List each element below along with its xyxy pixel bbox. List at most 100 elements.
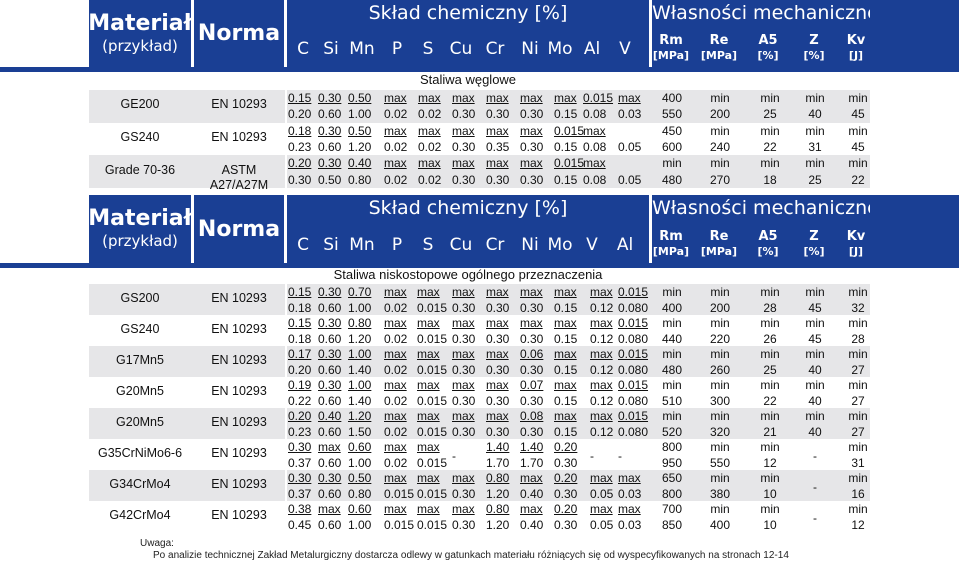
chem-value: 0.30 xyxy=(520,139,544,154)
mech-col-unit: [MPa] xyxy=(652,245,690,258)
mech-value: 800 xyxy=(661,440,683,454)
chem-value: 0.18 xyxy=(288,123,312,138)
chem-value: max xyxy=(486,378,509,392)
chem-value: max xyxy=(590,409,613,423)
mech-value: min xyxy=(760,347,780,361)
table1-norma-header: Norma xyxy=(194,0,284,67)
chem-value: max xyxy=(452,409,475,423)
mech-value: min xyxy=(662,378,682,392)
chem-value: max xyxy=(486,91,509,105)
chem-value: 0.30 xyxy=(452,107,476,122)
chem-value: 0.15 xyxy=(554,107,578,122)
chem-value: max xyxy=(384,409,407,423)
mech-value: 320 xyxy=(709,424,731,439)
chem-value: 0.23 xyxy=(288,424,312,439)
table2-row-shade xyxy=(89,470,285,501)
chem-value: max xyxy=(520,123,543,138)
mech-value: 28 xyxy=(851,331,865,346)
table1-row-shade xyxy=(287,155,870,188)
mech-value: 300 xyxy=(709,393,731,408)
mech-value: min xyxy=(662,347,682,361)
material-header-title: Materiał xyxy=(88,10,192,36)
mech-value: min xyxy=(805,409,825,423)
chem-value: 0.30 xyxy=(452,517,476,532)
chem-value: 0.015 xyxy=(618,347,649,361)
chem-value: max xyxy=(452,91,475,105)
chem-value: 0.12 xyxy=(590,424,614,439)
mech-value: min xyxy=(848,91,868,105)
chem-value: 0.080 xyxy=(618,362,649,377)
chem-value: max xyxy=(554,347,577,361)
chem-value: 0.80 xyxy=(486,471,510,485)
mech-col-unit: [MPa] xyxy=(700,49,738,62)
chem-value: 0.08 xyxy=(583,107,607,122)
mechanical-properties-title: Własności mechaniczne xyxy=(652,197,879,219)
mech-col-unit: [MPa] xyxy=(700,245,738,258)
chem-value: 0.03 xyxy=(618,517,642,532)
chem-value: max xyxy=(486,409,509,423)
material-name: G34CrMo4 xyxy=(109,476,171,491)
chem-value: 0.080 xyxy=(618,331,649,346)
material-header-title: Materiał xyxy=(88,206,192,231)
material-name: G17Mn5 xyxy=(116,352,164,367)
mech-value: 40 xyxy=(808,424,822,439)
chem-value: 0.35 xyxy=(486,139,510,154)
chem-value: 0.30 xyxy=(318,156,342,171)
material-name: G42CrMo4 xyxy=(109,507,171,522)
chem-value: - xyxy=(452,448,456,463)
chem-value: 1.00 xyxy=(348,378,372,392)
mech-value: min xyxy=(805,285,825,299)
chem-value: 0.15 xyxy=(554,300,578,315)
material-name: GS200 xyxy=(120,290,160,305)
mech-col-re: Re [MPa] xyxy=(695,33,743,63)
mech-value: - xyxy=(813,479,817,494)
material-norm: EN 10293 xyxy=(211,507,267,522)
mech-value: 25 xyxy=(763,107,777,122)
mech-value: min xyxy=(710,502,730,516)
chem-value: 0.05 xyxy=(618,139,642,154)
mech-value: min xyxy=(662,285,682,299)
mech-value: 45 xyxy=(851,107,865,122)
element-s: S xyxy=(422,235,434,255)
mech-value: min xyxy=(848,440,868,454)
mech-col-symbol: Re xyxy=(709,33,729,48)
mech-value: 45 xyxy=(851,139,865,154)
mech-value: 400 xyxy=(661,91,683,105)
mech-value: min xyxy=(805,378,825,392)
chem-value: max xyxy=(520,91,543,105)
mech-col-symbol: Re xyxy=(709,229,729,244)
material-norm: EN 10293 xyxy=(211,476,267,491)
chem-value: 1.40 xyxy=(486,440,510,454)
mech-col-symbol: A5 xyxy=(758,229,778,244)
chem-value: max xyxy=(417,471,440,485)
element-cu: Cu xyxy=(449,235,473,255)
chem-value: 1.20 xyxy=(348,409,372,423)
chem-value: 0.38 xyxy=(288,502,312,516)
mech-value: min xyxy=(710,123,730,138)
mech-col-symbol: Kv xyxy=(846,33,866,48)
note-text: Po analizie technicznej Zakład Metalurgi… xyxy=(153,550,789,561)
chem-value: max xyxy=(417,316,440,330)
table1-section-title: Staliwa węglowe xyxy=(419,72,517,87)
chem-value: 0.20 xyxy=(554,502,578,516)
chem-value: 0.60 xyxy=(318,455,342,470)
mech-value: 650 xyxy=(661,471,683,485)
mech-value: 550 xyxy=(709,455,731,470)
chem-value: max xyxy=(520,471,543,485)
mech-value: min xyxy=(848,347,868,361)
table2-section-title: Staliwa niskostopowe ogólnego przeznacze… xyxy=(333,267,603,282)
chem-value: 0.20 xyxy=(288,362,312,377)
mech-value: 850 xyxy=(661,517,683,532)
chem-value: 0.12 xyxy=(590,362,614,377)
chem-value: 0.30 xyxy=(318,471,342,485)
mech-value: 40 xyxy=(808,107,822,122)
chem-value: 0.30 xyxy=(520,362,544,377)
chem-value: max xyxy=(452,123,475,138)
chem-value: 0.02 xyxy=(384,300,408,315)
note-label: Uwaga: xyxy=(140,538,174,549)
chem-value: 0.15 xyxy=(554,424,578,439)
mech-value: min xyxy=(710,347,730,361)
chem-value: 0.30 xyxy=(452,486,476,501)
mech-col-z: Z [%] xyxy=(790,33,838,63)
chem-value: 0.30 xyxy=(318,347,342,361)
